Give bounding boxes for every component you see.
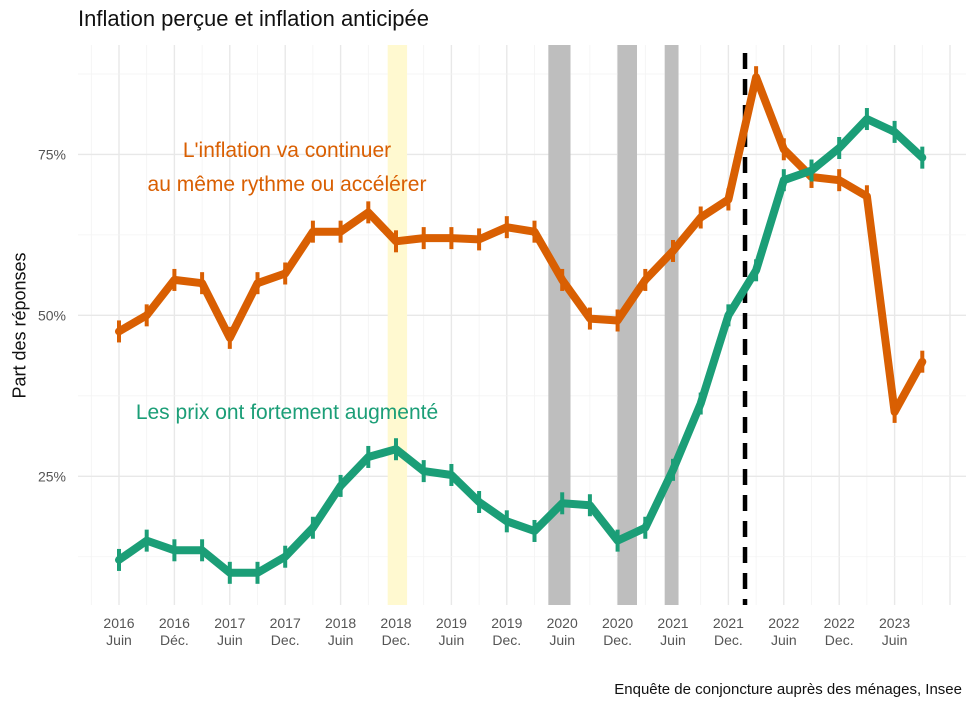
x-tick-label: Dec. (382, 632, 411, 648)
chart-caption: Enquête de conjoncture auprès des ménage… (614, 681, 962, 698)
series-annotation: L'inflation va continuer (183, 139, 391, 162)
x-tick-label: 2022 (768, 615, 799, 631)
series-line (115, 73, 927, 416)
x-tick-label: 2023 (879, 615, 910, 631)
x-tick-label: Dec. (492, 632, 521, 648)
x-tick-label: 2016 (103, 615, 134, 631)
series-0 (115, 66, 927, 423)
x-tick-label: Juin (106, 632, 132, 648)
x-tick-label: Juin (549, 632, 575, 648)
series-1 (115, 108, 927, 584)
x-tick-label: 2022 (824, 615, 855, 631)
x-tick-label: 2020 (547, 615, 578, 631)
y-tick-label: 25% (38, 468, 66, 484)
annotations-group: L'inflation va continuer au même rythme o… (136, 139, 438, 424)
series-line (115, 115, 927, 577)
x-tick-label: Déc. (160, 632, 189, 648)
x-tick-label: 2019 (491, 615, 522, 631)
x-tick-label: 2021 (713, 615, 744, 631)
x-tick-label: 2021 (657, 615, 688, 631)
axes-group: 25%50%75%2016Juin2016Déc.2017Juin2017Dec… (38, 146, 910, 648)
x-tick-label: Juin (882, 632, 908, 648)
x-tick-label: 2018 (380, 615, 411, 631)
x-tick-label: 2019 (436, 615, 467, 631)
x-tick-label: Dec. (825, 632, 854, 648)
shaded-period (617, 45, 637, 605)
x-tick-label: 2020 (602, 615, 633, 631)
series-annotation: au même rythme ou accélérer (148, 173, 427, 196)
x-tick-label: Dec. (271, 632, 300, 648)
x-tick-label: Juin (217, 632, 243, 648)
shaded-period (548, 45, 571, 605)
x-tick-label: 2017 (270, 615, 301, 631)
shaded-period (664, 45, 679, 605)
x-tick-label: Juin (328, 632, 354, 648)
x-tick-label: Juin (660, 632, 686, 648)
series-annotation: Les prix ont fortement augmenté (136, 401, 438, 424)
x-tick-label: Juin (771, 632, 797, 648)
grid (78, 45, 966, 605)
x-tick-label: 2018 (325, 615, 356, 631)
series-group (115, 66, 927, 584)
x-tick-label: 2017 (214, 615, 245, 631)
y-tick-label: 50% (38, 307, 66, 323)
shaded-period (387, 45, 408, 605)
x-tick-label: 2016 (159, 615, 190, 631)
x-tick-label: Dec. (603, 632, 632, 648)
x-tick-label: Dec. (714, 632, 743, 648)
chart-title: Inflation perçue et inflation anticipée (78, 6, 430, 31)
y-tick-label: 75% (38, 146, 66, 162)
x-tick-label: Juin (439, 632, 465, 648)
